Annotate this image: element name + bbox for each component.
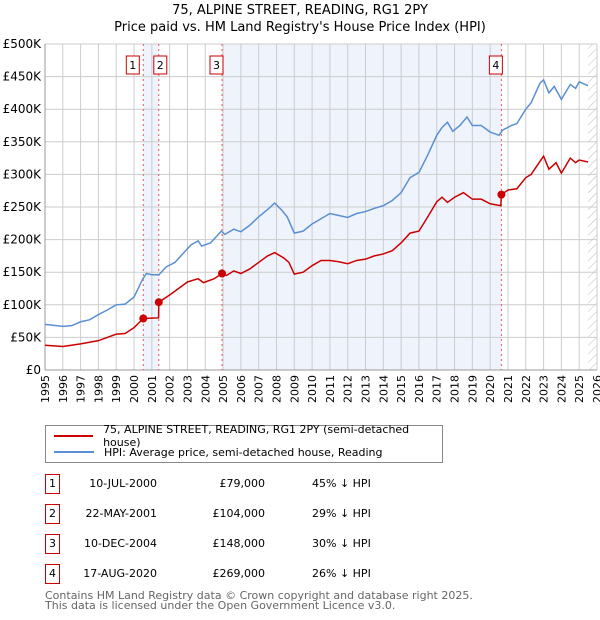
sale-date: 22-MAY-2001	[85, 507, 157, 520]
x-tick-label: 2023	[538, 375, 551, 403]
x-tick-label: 2017	[431, 375, 444, 403]
sale-point	[139, 314, 148, 323]
x-tick-label: 2019	[466, 375, 479, 403]
hpi-line	[44, 78, 589, 328]
x-tick-label: 2026	[591, 375, 600, 403]
sale-marker-badge: 3	[45, 534, 60, 554]
sale-hpi-diff: 30% ↓ HPI	[312, 537, 371, 550]
sale-hpi-diff: 26% ↓ HPI	[312, 567, 371, 580]
x-tick-label: 2021	[502, 375, 515, 403]
x-tick-label: 2003	[181, 375, 194, 403]
legend-swatch-red	[54, 435, 94, 437]
legend: 75, ALPINE STREET, READING, RG1 2PY (sem…	[45, 423, 443, 463]
x-tick-label: 2010	[306, 375, 319, 403]
y-tick-label: £250K	[3, 200, 43, 214]
sale-label-box	[488, 55, 503, 75]
x-tick-label: 2005	[217, 375, 230, 403]
sale-price: £269,000	[212, 567, 266, 580]
x-tick-label: 1995	[39, 375, 52, 403]
sale-price: £79,000	[219, 477, 266, 490]
sale-label: 3	[213, 59, 220, 72]
x-tick-label: 2012	[342, 375, 355, 403]
chart-subtitle: Price paid vs. HM Land Registry's House …	[114, 20, 486, 35]
y-tick-label: £300K	[3, 167, 43, 181]
legend-item-hpi: HPI: Average price, semi-detached house,…	[54, 444, 383, 460]
sale-hpi-diff: 45% ↓ HPI	[312, 477, 371, 490]
sale-marker-badge: 4	[45, 564, 60, 584]
sale-price: £148,000	[212, 537, 266, 550]
x-tick-label: 2024	[555, 375, 568, 403]
y-tick-label: £100K	[3, 298, 43, 312]
sale-point	[217, 269, 226, 278]
sale-date: 10-JUL-2000	[89, 477, 157, 490]
sale-label-box	[125, 55, 140, 75]
chart-title: 75, ALPINE STREET, READING, RG1 2PY	[172, 3, 428, 18]
x-tick-label: 1997	[75, 375, 88, 403]
sale-point	[154, 298, 163, 307]
y-tick-label: £0	[26, 363, 41, 377]
y-tick-label: £150K	[3, 265, 43, 279]
y-tick-label: £450K	[3, 70, 43, 84]
x-tick-label: 1996	[57, 375, 70, 403]
x-tick-label: 2006	[235, 375, 248, 403]
sale-marker-badge: 1	[45, 474, 60, 494]
legend-swatch-blue	[54, 451, 94, 453]
y-tick-label: £500K	[3, 37, 43, 51]
x-tick-label: 2013	[360, 375, 373, 403]
legend-label: 75, ALPINE STREET, READING, RG1 2PY (sem…	[103, 423, 410, 449]
legend-item-property: 75, ALPINE STREET, READING, RG1 2PY (sem…	[54, 423, 442, 449]
price-paid-line	[44, 154, 589, 348]
x-tick-label: 2025	[573, 375, 586, 403]
y-tick-label: £400K	[3, 102, 43, 116]
x-tick-label: 2015	[395, 375, 408, 403]
sale-label: 2	[157, 59, 164, 72]
footer-copyright: Contains HM Land Registry data © Crown c…	[45, 589, 473, 602]
x-tick-label: 1999	[110, 375, 123, 403]
x-tick-label: 2022	[520, 375, 533, 403]
x-tick-label: 2001	[146, 375, 159, 403]
x-tick-label: 2000	[128, 375, 141, 403]
y-tick-label: £350K	[3, 135, 43, 149]
x-tick-label: 2018	[449, 375, 462, 403]
x-tick-label: 2007	[253, 375, 266, 403]
sale-label: 1	[129, 59, 136, 72]
sale-label-box	[153, 55, 168, 75]
footer-licence: This data is licensed under the Open Gov…	[45, 599, 396, 612]
x-tick-label: 2020	[484, 375, 497, 403]
sale-price: £104,000	[212, 507, 266, 520]
x-tick-label: 2008	[270, 375, 283, 403]
sale-date: 10-DEC-2004	[83, 537, 157, 550]
sale-label: 4	[492, 59, 499, 72]
sale-point	[497, 190, 506, 199]
x-tick-label: 2002	[164, 375, 177, 403]
sale-hpi-diff: 29% ↓ HPI	[312, 507, 371, 520]
x-tick-label: 2011	[324, 375, 337, 403]
sale-label-box	[209, 55, 224, 75]
price-chart: 1995 1996 1997 1998 1999 2000 2001 2002 2003 2004…	[3, 37, 600, 403]
x-tick-label: 2004	[199, 375, 212, 403]
y-tick-label: £50K	[10, 330, 42, 344]
x-tick-label: 1998	[92, 375, 105, 403]
sale-marker-badge: 2	[45, 504, 60, 524]
legend-label: HPI: Average price, semi-detached house,…	[104, 445, 383, 459]
y-tick-label: £200K	[3, 233, 43, 247]
x-tick-label: 2016	[413, 375, 426, 403]
x-tick-label: 2014	[377, 375, 390, 403]
x-tick-label: 2009	[288, 375, 301, 403]
sale-date: 17-AUG-2020	[83, 567, 157, 580]
